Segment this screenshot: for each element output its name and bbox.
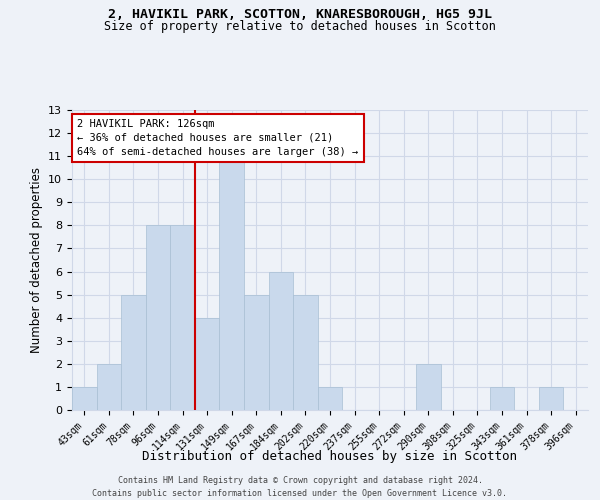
Bar	[97, 364, 121, 410]
Text: Distribution of detached houses by size in Scotton: Distribution of detached houses by size …	[143, 450, 517, 463]
Bar	[121, 294, 146, 410]
Bar	[170, 226, 195, 410]
Bar	[244, 294, 269, 410]
Text: Size of property relative to detached houses in Scotton: Size of property relative to detached ho…	[104, 20, 496, 33]
Y-axis label: Number of detached properties: Number of detached properties	[29, 167, 43, 353]
Bar	[293, 294, 318, 410]
Bar	[72, 387, 97, 410]
Text: Contains HM Land Registry data © Crown copyright and database right 2024.
Contai: Contains HM Land Registry data © Crown c…	[92, 476, 508, 498]
Bar	[416, 364, 440, 410]
Bar	[195, 318, 220, 410]
Text: 2, HAVIKIL PARK, SCOTTON, KNARESBOROUGH, HG5 9JL: 2, HAVIKIL PARK, SCOTTON, KNARESBOROUGH,…	[108, 8, 492, 20]
Bar	[269, 272, 293, 410]
Bar	[146, 226, 170, 410]
Bar	[539, 387, 563, 410]
Bar	[220, 156, 244, 410]
Bar	[318, 387, 342, 410]
Text: 2 HAVIKIL PARK: 126sqm
← 36% of detached houses are smaller (21)
64% of semi-det: 2 HAVIKIL PARK: 126sqm ← 36% of detached…	[77, 119, 358, 157]
Bar	[490, 387, 514, 410]
